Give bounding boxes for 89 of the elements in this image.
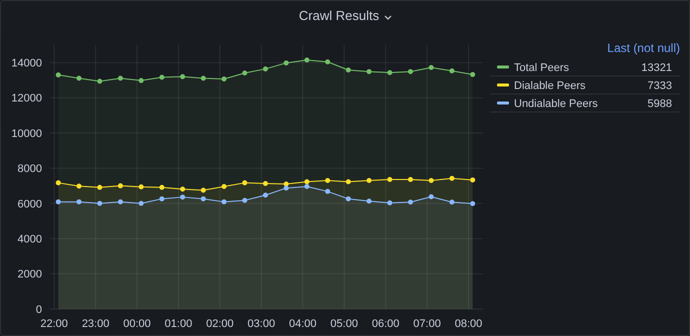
point [97, 78, 102, 84]
point [408, 200, 413, 205]
point [56, 180, 61, 186]
point [304, 184, 310, 190]
point [304, 179, 310, 184]
x-tick-label: 03:00 [248, 318, 276, 330]
point [222, 199, 227, 204]
legend-title: Last (not null) [607, 41, 680, 55]
legend-label: Undialable Peers [514, 98, 598, 110]
point [97, 184, 102, 190]
x-tick-label: 05:00 [330, 318, 358, 330]
y-tick-label: 6000 [18, 198, 42, 210]
x-tick-label: 22:00 [40, 318, 68, 330]
point [138, 78, 144, 84]
point [346, 196, 351, 202]
legend-label: Total Peers [514, 62, 570, 74]
point [284, 186, 289, 191]
point [222, 76, 227, 82]
point [408, 69, 413, 74]
point [200, 76, 206, 81]
legend-label: Dialable Peers [514, 80, 586, 92]
point [284, 60, 289, 66]
point [366, 198, 372, 204]
x-tick-label: 06:00 [372, 318, 400, 330]
chart-title: Crawl Results [298, 8, 380, 23]
point [76, 76, 82, 81]
point [428, 65, 434, 70]
text: 7333 [648, 80, 672, 92]
y-tick-label: 10000 [11, 128, 42, 140]
point [387, 200, 392, 206]
point [97, 200, 102, 206]
point [408, 176, 413, 182]
point [387, 70, 392, 76]
y-tick-label: 0 [36, 304, 42, 316]
point [428, 178, 434, 184]
text: 13321 [641, 62, 672, 74]
x-tick-label: 02:00 [206, 318, 234, 330]
point [366, 178, 372, 184]
point [76, 199, 82, 204]
y-tick-label: 12000 [11, 92, 42, 105]
point [262, 66, 268, 72]
point [180, 186, 186, 192]
point [366, 69, 372, 74]
point [346, 179, 351, 184]
point [325, 59, 330, 64]
point [242, 198, 248, 203]
point [470, 201, 476, 206]
point [180, 194, 186, 200]
point [242, 180, 248, 186]
x-tick-label: 00:00 [123, 318, 151, 330]
point [387, 176, 392, 182]
point [56, 199, 61, 204]
point [346, 67, 351, 72]
point [138, 200, 144, 206]
point [242, 70, 248, 76]
x-tick-label: 04:00 [288, 318, 317, 330]
x-tick-label: 01:00 [164, 318, 192, 330]
point [428, 194, 434, 200]
point [222, 184, 227, 190]
point [159, 74, 164, 80]
y-tick-label: 2000 [18, 268, 42, 281]
point [118, 183, 123, 188]
point [200, 188, 206, 193]
x-tick-label: 08:00 [454, 318, 482, 330]
point [470, 177, 476, 182]
y-tick-label: 4000 [18, 233, 42, 246]
point [449, 200, 454, 205]
point [262, 181, 268, 186]
y-tick-label: 8000 [18, 163, 42, 176]
point [76, 184, 82, 189]
point [470, 72, 476, 78]
point [180, 74, 186, 80]
y-tick-label: 14000 [11, 57, 42, 70]
point [262, 192, 268, 198]
x-tick-label: 23:00 [82, 318, 110, 330]
point [159, 196, 164, 202]
point [138, 184, 144, 190]
point [159, 184, 164, 190]
point [449, 176, 454, 181]
point [325, 178, 330, 184]
point [304, 57, 310, 62]
point [449, 68, 454, 74]
point [200, 196, 206, 202]
point [118, 199, 123, 204]
point [118, 76, 123, 81]
x-tick-label: 07:00 [413, 318, 441, 330]
text: 5988 [648, 98, 672, 110]
point [56, 72, 61, 78]
point [325, 188, 330, 194]
